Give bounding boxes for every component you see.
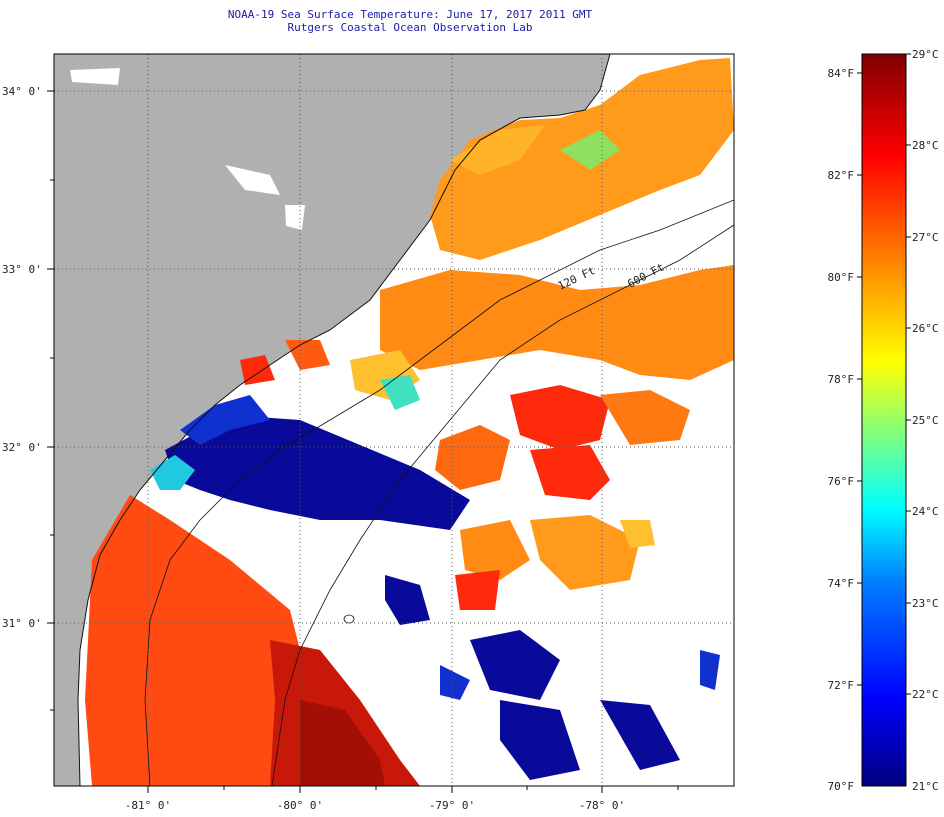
lat-label-34: 34° 0'	[2, 85, 42, 98]
coastline	[77, 54, 611, 786]
inland-lake	[225, 165, 280, 195]
map-frame	[53, 53, 735, 787]
land-mass	[54, 54, 610, 786]
colorbar-c-28: 28°C	[912, 139, 939, 152]
map-title: NOAA-19 Sea Surface Temperature: June 17…	[227, 8, 593, 21]
inland-lake	[285, 205, 305, 230]
sst-cold-patch	[385, 575, 430, 625]
gridlines	[54, 54, 734, 786]
sst-hot-patch	[455, 570, 500, 610]
sst-cold-band	[165, 415, 470, 530]
sst-cold-patch	[600, 700, 680, 770]
small-contour	[343, 614, 355, 624]
colorbar-f-76: 76°F	[828, 475, 855, 488]
colorbar-ticks	[857, 53, 911, 695]
map-content: 120 Ft 600 Ft	[54, 54, 734, 786]
sst-cyan-fringe	[380, 375, 420, 410]
colorbar-f-70: 70°F	[828, 780, 855, 793]
colorbar-f-74: 74°F	[828, 577, 855, 590]
sst-cold-patch	[440, 665, 470, 700]
lon-label-78: -78° 0'	[579, 799, 625, 812]
inland-lake	[70, 68, 120, 85]
isobath-600ft	[271, 224, 734, 786]
sst-hot-patch	[510, 385, 610, 450]
sst-warm-patch	[600, 390, 690, 445]
colorbar-c-22: 22°C	[912, 688, 939, 701]
colorbar-f-84: 84°F	[828, 67, 855, 80]
sst-green-fringe	[560, 130, 620, 170]
sst-hot-edge	[300, 700, 385, 786]
colorbar-f-80: 80°F	[828, 271, 855, 284]
sst-cold-band	[180, 395, 270, 445]
colorbar-f-72: 72°F	[828, 679, 855, 692]
sst-warm-mid	[380, 265, 734, 380]
colorbar	[861, 53, 907, 787]
colorbar-f-78: 78°F	[828, 373, 855, 386]
lon-label-79: -79° 0'	[429, 799, 475, 812]
sst-hot-patch	[530, 445, 610, 500]
colorbar-c-23: 23°C	[912, 597, 939, 610]
colorbar-f-82: 82°F	[828, 169, 855, 182]
lon-label-80: -80° 0'	[277, 799, 323, 812]
colorbar-c-26: 26°C	[912, 322, 939, 335]
sst-cold-patch	[500, 700, 580, 780]
axis-ticks	[47, 90, 679, 793]
colorbar-c-25: 25°C	[912, 414, 939, 427]
sst-warm-coastal	[85, 495, 300, 786]
sst-warm-patch	[530, 515, 640, 590]
sst-cold-patch	[700, 650, 720, 690]
colorbar-c-29: 29°C	[912, 48, 939, 61]
lat-label-31: 31° 0'	[2, 617, 42, 630]
lat-label-32: 32° 0'	[2, 441, 42, 454]
sst-warm-patch	[435, 425, 510, 490]
sst-cold-patch	[470, 630, 560, 700]
colorbar-c-27: 27°C	[912, 231, 939, 244]
sst-warm-north	[450, 125, 545, 175]
sst-hot-patch	[240, 355, 275, 385]
lat-label-33: 33° 0'	[2, 263, 42, 276]
lon-label-81: -81° 0'	[125, 799, 171, 812]
colorbar-c-24: 24°C	[912, 505, 939, 518]
isobath-120ft	[144, 199, 734, 786]
sst-warm-patch	[460, 520, 530, 580]
colorbar-c-21: 21°C	[912, 780, 939, 793]
map-subtitle: Rutgers Coastal Ocean Observation Lab	[287, 21, 533, 34]
sst-warm-patch	[620, 520, 655, 548]
